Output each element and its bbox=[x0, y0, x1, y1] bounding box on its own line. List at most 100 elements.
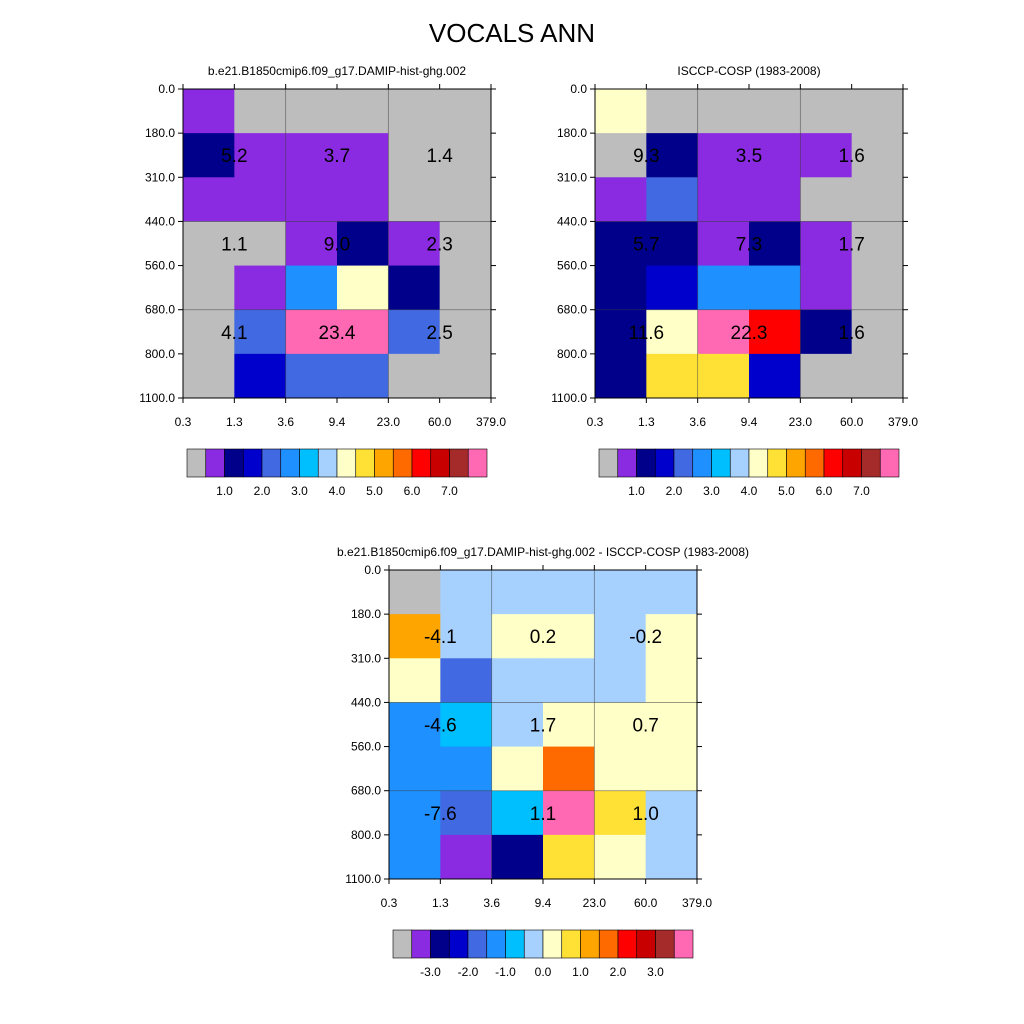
colorbar-label: 1.0 bbox=[572, 965, 589, 979]
colorbar-swatch bbox=[411, 448, 432, 478]
cell-annotation: 1.6 bbox=[838, 323, 864, 344]
heatmap-cell bbox=[595, 309, 647, 355]
heatmap-panel-1: b.e21.B1850cmip6.f09_g17.DAMIP-hist-ghg.… bbox=[139, 64, 506, 498]
y-tick-label: 560.0 bbox=[145, 259, 175, 273]
cell-annotation: 1.6 bbox=[838, 146, 864, 167]
heatmap-cell bbox=[749, 221, 801, 267]
colorbar-swatch bbox=[655, 929, 675, 959]
heatmap-cell bbox=[749, 353, 801, 399]
heatmap-cell bbox=[439, 89, 492, 134]
heatmap-cell bbox=[388, 265, 441, 311]
x-tick-label: 1.3 bbox=[432, 896, 449, 910]
colorbar-swatch bbox=[186, 448, 207, 478]
heatmap-cell bbox=[645, 790, 698, 836]
heatmap-cell bbox=[234, 265, 287, 311]
heatmap-cell bbox=[439, 133, 492, 178]
colorbar-swatch bbox=[299, 448, 319, 478]
colorbar-swatch bbox=[636, 448, 656, 478]
heatmap-cell bbox=[388, 89, 441, 134]
heatmap-cell bbox=[388, 133, 441, 178]
heatmap-cell bbox=[851, 265, 904, 311]
colorbar-swatch bbox=[561, 929, 581, 959]
y-tick-label: 0.0 bbox=[570, 82, 587, 96]
colorbar-swatch bbox=[392, 448, 413, 478]
heatmap-cell bbox=[543, 702, 595, 748]
colorbar-swatch bbox=[729, 448, 750, 478]
cell-annotation: 4.1 bbox=[221, 323, 247, 344]
colorbar-label: 3.0 bbox=[647, 965, 664, 979]
heatmap-cell bbox=[697, 133, 750, 178]
colorbar-swatch bbox=[692, 448, 712, 478]
heatmap-cell bbox=[388, 221, 441, 267]
heatmap-cell bbox=[234, 309, 287, 355]
colorbar-swatch bbox=[411, 929, 431, 959]
heatmap-cell bbox=[389, 834, 441, 880]
x-tick-label: 23.0 bbox=[583, 896, 607, 910]
colorbar-label: 5.0 bbox=[366, 484, 383, 498]
heatmap-cell bbox=[389, 658, 441, 703]
heatmap-cell bbox=[800, 221, 853, 267]
heatmap-cell bbox=[697, 265, 750, 311]
colorbar-swatch bbox=[448, 929, 469, 959]
cell-annotation: 5.7 bbox=[633, 235, 659, 256]
heatmap-cell bbox=[543, 658, 595, 703]
colorbar-swatch bbox=[767, 448, 787, 478]
colorbar-swatch bbox=[654, 448, 675, 478]
colorbar-label: 3.0 bbox=[291, 484, 308, 498]
colorbar-label: 4.0 bbox=[741, 484, 758, 498]
colorbar-swatch bbox=[336, 448, 357, 478]
cell-annotation: 7.3 bbox=[736, 235, 762, 256]
cell-annotation: -4.1 bbox=[424, 627, 457, 648]
heatmap-cell bbox=[440, 570, 493, 615]
heatmap-cell bbox=[646, 177, 699, 222]
y-tick-label: 680.0 bbox=[145, 303, 175, 317]
y-tick-label: 310.0 bbox=[145, 170, 175, 184]
heatmap-cell bbox=[851, 353, 904, 399]
cell-annotation: 1.7 bbox=[838, 235, 864, 256]
heatmap-cell bbox=[183, 177, 235, 222]
colorbar-swatch bbox=[861, 448, 881, 478]
cell-annotation: 9.3 bbox=[633, 146, 659, 167]
heatmap-cell bbox=[594, 658, 647, 703]
x-tick-label: 1.3 bbox=[638, 415, 655, 429]
y-tick-label: 1100.0 bbox=[345, 872, 381, 886]
heatmap-cell bbox=[646, 221, 699, 267]
heatmap-cell bbox=[337, 133, 389, 178]
cell-annotation: -7.6 bbox=[424, 804, 457, 825]
heatmap-cell bbox=[183, 353, 235, 399]
colorbar-swatch bbox=[711, 448, 731, 478]
heatmap-cell bbox=[491, 658, 544, 703]
colorbar-swatch bbox=[242, 448, 263, 478]
heatmap-cell bbox=[543, 834, 595, 880]
colorbar-label: 2.0 bbox=[666, 484, 683, 498]
heatmap-cell bbox=[388, 353, 441, 399]
heatmap-cell bbox=[594, 834, 647, 880]
heatmap-cell bbox=[440, 614, 493, 659]
heatmap-cell bbox=[389, 702, 441, 748]
heatmap-cell bbox=[440, 702, 493, 748]
heatmap-cell bbox=[594, 570, 647, 615]
heatmap-cell bbox=[697, 309, 750, 355]
y-tick-label: 680.0 bbox=[557, 303, 587, 317]
heatmap-cell bbox=[388, 177, 441, 222]
y-tick-label: 560.0 bbox=[351, 740, 381, 754]
heatmap-cell bbox=[183, 221, 235, 267]
heatmap-cell bbox=[543, 570, 595, 615]
y-tick-label: 1100.0 bbox=[139, 391, 175, 405]
heatmap-cell bbox=[594, 702, 647, 748]
y-tick-label: 0.0 bbox=[158, 82, 175, 96]
x-tick-label: 3.6 bbox=[483, 896, 500, 910]
heatmap-cell bbox=[491, 614, 544, 659]
heatmap-cell bbox=[234, 177, 287, 222]
heatmap-cell bbox=[439, 309, 492, 355]
panel-title: ISCCP-COSP (1983-2008) bbox=[677, 64, 820, 78]
heatmap-cell bbox=[646, 89, 699, 134]
y-tick-label: 680.0 bbox=[351, 784, 381, 798]
cell-annotation: -0.2 bbox=[629, 627, 662, 648]
cell-annotation: 11.6 bbox=[629, 323, 665, 344]
panel-title: b.e21.B1850cmip6.f09_g17.DAMIP-hist-ghg.… bbox=[208, 64, 466, 78]
heatmap-cell bbox=[234, 133, 287, 178]
cell-annotation: 9.0 bbox=[324, 235, 350, 256]
colorbar-label: 0.0 bbox=[535, 965, 552, 979]
colorbar-swatch bbox=[523, 929, 544, 959]
